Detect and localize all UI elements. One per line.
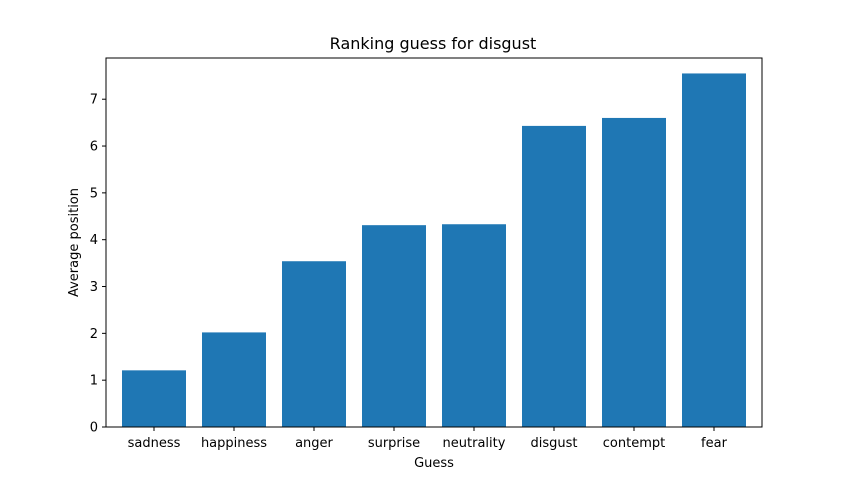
y-tick-label: 3 [90,280,98,295]
y-tick-label: 1 [90,374,98,389]
x-tick-label: anger [295,436,333,451]
y-tick-label: 7 [90,93,98,108]
bar-fear [682,73,746,427]
bar-neutrality [442,224,506,427]
chart-title: Ranking guess for disgust [330,34,537,53]
x-axis-label: Guess [414,456,454,471]
x-tick-label: disgust [531,436,578,451]
y-axis-label: Average position [67,188,82,297]
y-axis: 0 1 2 3 4 5 6 7 [90,93,106,436]
x-tick-label: fear [701,436,728,451]
y-tick-label: 6 [90,140,98,155]
x-axis: sadness happiness anger surprise neutrality d… [128,427,728,451]
y-tick-label: 4 [90,233,98,248]
x-tick-label: neutrality [443,436,506,451]
bar-surprise [362,225,426,427]
bar-anger [282,261,346,427]
bar-disgust [522,125,586,428]
bar-sadness [122,370,186,427]
y-tick-label: 0 [90,421,98,436]
bars-group [122,73,746,428]
x-tick-label: surprise [368,436,420,451]
y-tick-label: 2 [90,327,98,342]
y-tick-label: 5 [90,186,98,201]
plot-frame [105,57,763,428]
x-tick-label: contempt [603,436,665,451]
x-tick-label: sadness [128,436,181,451]
x-tick-label: happiness [201,436,267,451]
bar-happiness [202,332,266,427]
bar-contempt [602,117,666,427]
